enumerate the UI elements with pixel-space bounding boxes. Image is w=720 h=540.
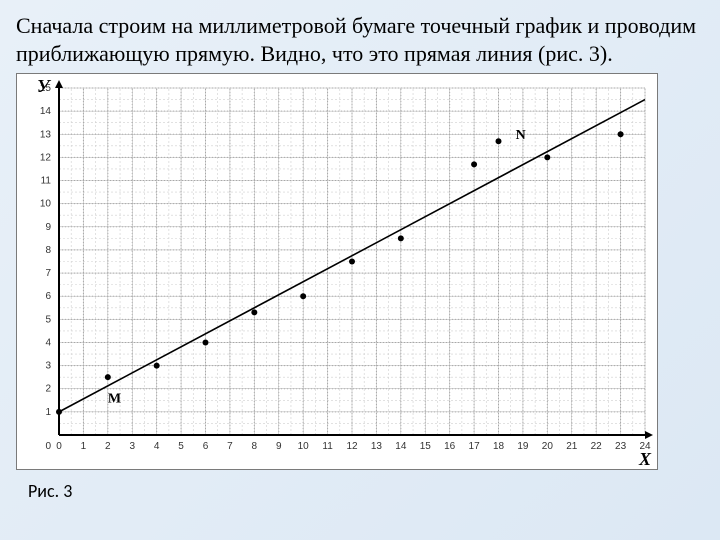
svg-text:X: X xyxy=(638,449,652,469)
svg-text:0: 0 xyxy=(56,441,62,452)
svg-text:15: 15 xyxy=(420,441,432,452)
svg-text:14: 14 xyxy=(40,106,52,117)
svg-text:6: 6 xyxy=(45,291,51,302)
svg-text:21: 21 xyxy=(566,441,578,452)
svg-text:7: 7 xyxy=(227,441,233,452)
svg-text:10: 10 xyxy=(40,199,52,210)
svg-text:10: 10 xyxy=(298,441,310,452)
svg-text:20: 20 xyxy=(542,441,554,452)
svg-text:1: 1 xyxy=(45,407,51,418)
svg-text:18: 18 xyxy=(493,441,505,452)
svg-text:4: 4 xyxy=(45,337,51,348)
svg-text:2: 2 xyxy=(105,441,111,452)
svg-text:8: 8 xyxy=(45,245,51,256)
svg-text:9: 9 xyxy=(45,222,51,233)
svg-text:M: M xyxy=(108,392,121,407)
svg-text:16: 16 xyxy=(444,441,456,452)
svg-text:8: 8 xyxy=(252,441,258,452)
svg-text:5: 5 xyxy=(45,314,51,325)
svg-text:N: N xyxy=(516,128,526,143)
svg-text:13: 13 xyxy=(371,441,383,452)
svg-text:22: 22 xyxy=(591,441,603,452)
svg-text:11: 11 xyxy=(322,441,333,452)
svg-text:9: 9 xyxy=(276,441,282,452)
svg-text:3: 3 xyxy=(129,441,135,452)
svg-text:19: 19 xyxy=(517,441,529,452)
caption-text: Сначала строим на миллиметровой бумаге т… xyxy=(16,12,704,67)
svg-text:0: 0 xyxy=(45,441,51,452)
svg-text:5: 5 xyxy=(178,441,184,452)
svg-text:17: 17 xyxy=(469,441,481,452)
svg-text:23: 23 xyxy=(615,441,627,452)
svg-text:14: 14 xyxy=(395,441,407,452)
svg-text:4: 4 xyxy=(154,441,160,452)
svg-text:12: 12 xyxy=(40,152,52,163)
svg-text:1: 1 xyxy=(81,441,87,452)
svg-text:12: 12 xyxy=(346,441,358,452)
chart-container: 0123456789101112131415161718192021222324… xyxy=(16,73,658,470)
svg-text:13: 13 xyxy=(40,129,52,140)
figure-label: Рис. 3 xyxy=(28,480,704,502)
svg-text:2: 2 xyxy=(45,384,51,395)
svg-text:3: 3 xyxy=(45,361,51,372)
svg-text:6: 6 xyxy=(203,441,209,452)
scatter-line-chart: 0123456789101112131415161718192021222324… xyxy=(17,74,657,469)
svg-text:7: 7 xyxy=(45,268,51,279)
svg-text:11: 11 xyxy=(41,176,52,187)
